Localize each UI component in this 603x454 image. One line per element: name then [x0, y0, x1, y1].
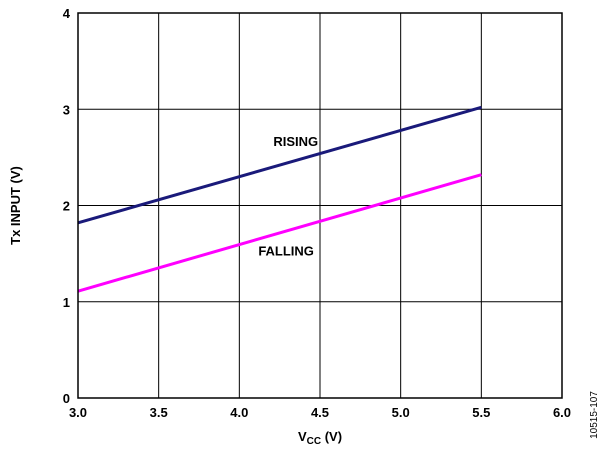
y-tick-label: 0: [63, 391, 70, 406]
y-tick-label: 1: [63, 295, 70, 310]
x-tick-labels: 3.0 3.5 4.0 4.5 5.0 5.5 6.0: [69, 405, 571, 420]
series-line-falling: [77, 173, 482, 293]
y-tick-label: 2: [63, 199, 70, 214]
x-tick-label: 4.5: [311, 405, 329, 420]
series-lines: [77, 105, 482, 293]
y-tick-labels: 0 1 2 3 4: [63, 6, 71, 406]
series-line-rising: [77, 105, 482, 225]
x-tick-label: 4.0: [230, 405, 248, 420]
series-label-rising: RISING: [273, 134, 318, 149]
x-tick-label: 5.0: [392, 405, 410, 420]
x-tick-label: 6.0: [553, 405, 571, 420]
series-label-falling: FALLING: [258, 244, 314, 259]
annotations: RISING FALLING: [258, 134, 318, 259]
x-tick-label: 5.5: [472, 405, 490, 420]
y-tick-label: 4: [63, 6, 71, 21]
x-tick-label: 3.5: [150, 405, 168, 420]
grid: [77, 12, 563, 399]
x-axis-label: VCC (V): [298, 429, 342, 447]
x-axis-label-unit: (V): [321, 429, 342, 444]
x-axis-label-sub: CC: [307, 436, 321, 447]
plot-frame: [77, 12, 563, 399]
x-tick-label: 3.0: [69, 405, 87, 420]
y-axis-label: Tx INPUT (V): [8, 166, 23, 245]
y-tick-label: 3: [63, 102, 70, 117]
figure-id: 10515-107: [589, 391, 600, 439]
x-axis-label-main: V: [298, 429, 307, 444]
